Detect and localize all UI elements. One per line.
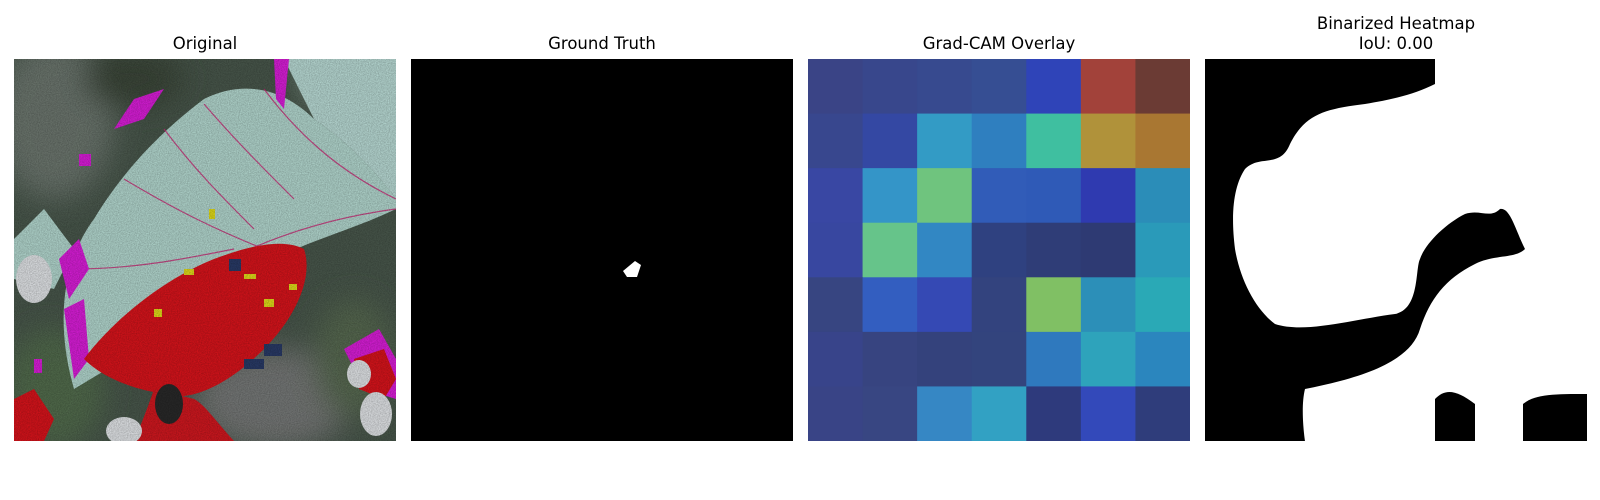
- gradcam-cell: [917, 386, 973, 441]
- gradcam-cell: [808, 168, 864, 224]
- gradcam-cell: [808, 331, 864, 387]
- panel-original: Original: [14, 0, 396, 500]
- gradcam-cell: [862, 277, 918, 333]
- binarized-mask: [1205, 59, 1587, 441]
- gradcam-cell: [1026, 222, 1082, 278]
- panel-binarized: Binarized Heatmap IoU: 0.00: [1205, 0, 1587, 500]
- gradcam-cell: [917, 113, 973, 169]
- binarized-title: Binarized Heatmap: [1316, 14, 1476, 33]
- gradcam-cell: [971, 386, 1027, 441]
- gradcam-cell: [1026, 59, 1082, 115]
- gradcam-cell: [971, 113, 1027, 169]
- gradcam-cell: [1026, 113, 1082, 169]
- gradcam-cell: [917, 222, 973, 278]
- gradcam-cell: [862, 386, 918, 441]
- gradcam-cell: [971, 59, 1027, 115]
- ground-truth-region: [623, 261, 641, 277]
- gradcam-cell: [1080, 277, 1136, 333]
- gradcam-cell: [1135, 331, 1190, 387]
- panel-title-ground-truth: Ground Truth: [548, 34, 656, 53]
- panel-ground-truth: Ground Truth: [411, 0, 793, 500]
- gradcam-cell: [808, 113, 864, 169]
- gradcam-cell: [1080, 331, 1136, 387]
- gradcam-cell: [1026, 386, 1082, 441]
- gradcam-cell: [862, 59, 918, 115]
- panel-title-gradcam: Grad-CAM Overlay: [922, 34, 1076, 53]
- gradcam-cell: [971, 222, 1027, 278]
- gradcam-cell: [917, 277, 973, 333]
- gradcam-cell: [1080, 222, 1136, 278]
- original-image: [14, 59, 396, 441]
- gradcam-cell: [971, 168, 1027, 224]
- gradcam-cell: [862, 168, 918, 224]
- gradcam-cell: [808, 386, 864, 441]
- gradcam-cell: [862, 113, 918, 169]
- gradcam-cell: [917, 331, 973, 387]
- gradcam-cell: [862, 331, 918, 387]
- gradcam-cell: [808, 277, 864, 333]
- panel-title-binarized: Binarized Heatmap IoU: 0.00: [1205, 14, 1587, 54]
- gradcam-cell: [808, 222, 864, 278]
- gradcam-cell: [1026, 277, 1082, 333]
- panel-gradcam: Grad-CAM Overlay: [808, 0, 1190, 500]
- gradcam-cell: [1135, 59, 1190, 115]
- gradcam-cell: [1135, 113, 1190, 169]
- gradcam-cell: [1080, 386, 1136, 441]
- gradcam-cell: [1026, 168, 1082, 224]
- iou-label: IoU: 0.00: [1358, 34, 1434, 53]
- gradcam-cell: [971, 277, 1027, 333]
- gradcam-cell: [1080, 59, 1136, 115]
- gradcam-cell: [917, 59, 973, 115]
- gradcam-cell: [971, 331, 1027, 387]
- gradcam-heatmap: [808, 59, 1190, 441]
- gradcam-cell: [1080, 113, 1136, 169]
- ground-truth-mask: [411, 59, 793, 441]
- gradcam-cell: [1135, 168, 1190, 224]
- gradcam-cell: [862, 222, 918, 278]
- gradcam-cell: [808, 59, 864, 115]
- gradcam-cell: [1026, 331, 1082, 387]
- panel-title-original: Original: [172, 34, 238, 53]
- gradcam-cell: [917, 168, 973, 224]
- gradcam-cell: [1135, 222, 1190, 278]
- gradcam-cell: [1135, 277, 1190, 333]
- gradcam-cell: [1135, 386, 1190, 441]
- gradcam-cell: [1080, 168, 1136, 224]
